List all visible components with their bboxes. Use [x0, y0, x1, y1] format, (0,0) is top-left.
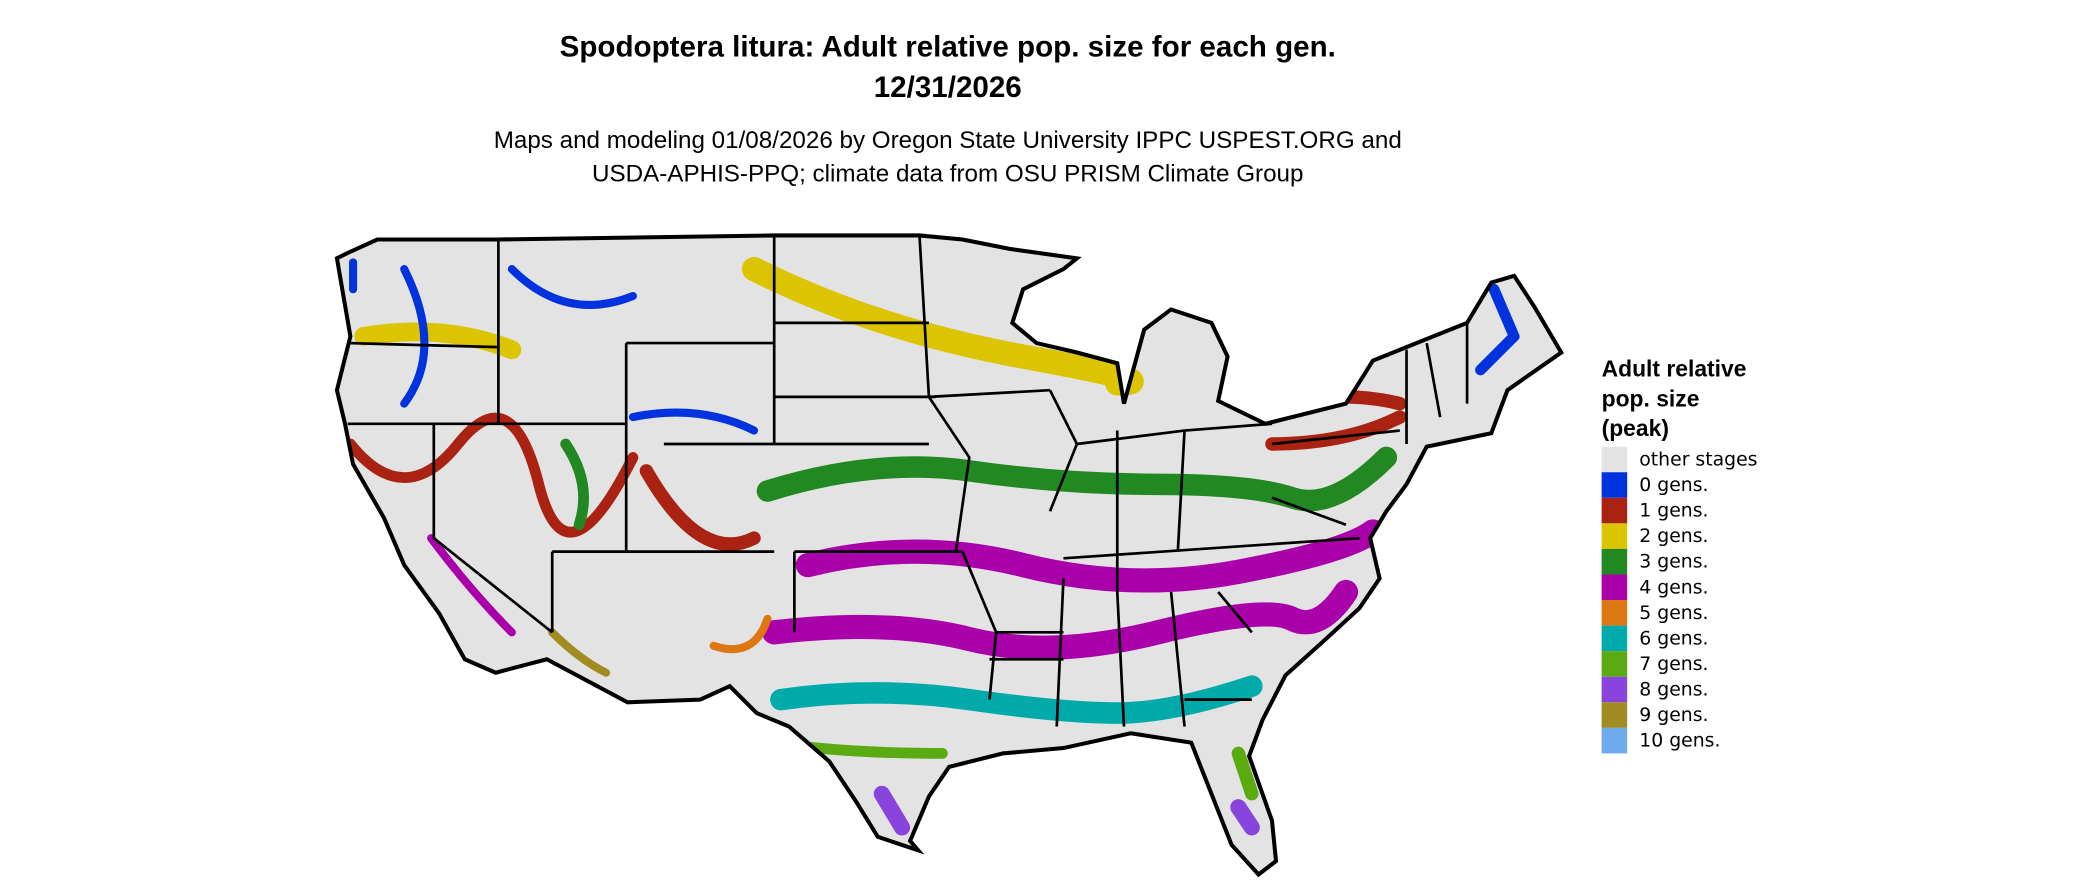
- legend-label: other stages: [1639, 450, 1757, 471]
- generation-zone: [1271, 390, 1407, 411]
- legend-swatch: [1601, 625, 1628, 652]
- legend-label: 9 gens.: [1639, 705, 1708, 726]
- map-subtitle-line1: Maps and modeling 01/08/2026 by Oregon S…: [494, 127, 1402, 154]
- legend-swatch: [1601, 548, 1628, 575]
- generation-zone: [770, 675, 1263, 724]
- legend-label: 0 gens.: [1639, 475, 1708, 496]
- generation-zone: [643, 353, 664, 394]
- state-border: [1425, 342, 1442, 418]
- legend-label: 10 gens.: [1639, 731, 1720, 752]
- map-title: Spodoptera litura: Adult relative pop. s…: [560, 31, 1336, 64]
- legend-swatch: [1601, 676, 1628, 703]
- legend-title-line2: pop. size: [1602, 385, 1700, 411]
- legend-label: 4 gens.: [1639, 577, 1708, 598]
- generation-zone: [1475, 283, 1520, 376]
- legend-swatch: [1601, 574, 1628, 601]
- state-border: [1055, 578, 1065, 727]
- legend-swatch: [1601, 651, 1628, 677]
- state-border: [1217, 591, 1253, 634]
- state-border: [1169, 591, 1186, 727]
- legend-label: 7 gens.: [1639, 654, 1708, 675]
- generation-zone: [873, 785, 911, 836]
- legend-title-line1: Adult relative: [1602, 356, 1747, 382]
- generation-zone: [560, 438, 589, 531]
- state-border: [927, 396, 971, 552]
- generation-zone: [548, 628, 611, 677]
- state-border: [1115, 591, 1126, 727]
- state-border: [1271, 496, 1347, 526]
- legend-swatch: [1601, 727, 1628, 754]
- legend-label: 2 gens.: [1639, 526, 1708, 547]
- legend-label: 5 gens.: [1639, 603, 1708, 624]
- legend-label: 6 gens.: [1639, 628, 1708, 649]
- generation-zone: [628, 408, 759, 435]
- state-border: [1176, 430, 1186, 552]
- state-border: [1271, 429, 1400, 446]
- generation-zone: [400, 265, 429, 408]
- state-borders: [347, 235, 1469, 727]
- legend-label: 8 gens.: [1639, 680, 1708, 701]
- legend-title-line3: (peak): [1602, 415, 1669, 441]
- generation-zone: [507, 265, 637, 309]
- state-border: [918, 235, 931, 397]
- legend-swatch: [1601, 702, 1628, 728]
- generation-zone: [696, 467, 718, 529]
- state-border: [961, 551, 998, 633]
- state-border: [1063, 536, 1360, 560]
- legend-label: 1 gens.: [1639, 501, 1708, 522]
- legend-swatch: [1601, 497, 1628, 524]
- generation-zone: [762, 579, 1359, 660]
- generation-zone: [639, 464, 761, 551]
- generation-zone: [1230, 799, 1260, 836]
- generation-zone: [427, 534, 516, 637]
- legend: Adult relative pop. size (peak) other st…: [1602, 356, 1758, 754]
- generation-zone: [709, 614, 772, 654]
- state-border: [988, 632, 998, 700]
- generation-zone: [354, 322, 522, 360]
- generation-zone: [756, 446, 1398, 512]
- legend-swatch: [1601, 446, 1628, 473]
- generation-zone: [1231, 746, 1259, 801]
- legend-swatch: [1601, 472, 1628, 498]
- state-border: [432, 423, 554, 634]
- state-border: [928, 388, 1051, 399]
- map-date: 12/31/2026: [874, 71, 1022, 104]
- legend-label: 3 gens.: [1639, 552, 1708, 573]
- state-border: [347, 341, 499, 349]
- legend-swatch: [1601, 523, 1628, 549]
- us-map: [334, 233, 1564, 878]
- us-outline: [334, 233, 1564, 878]
- map-subtitle-line2: USDA-APHIS-PPQ; climate data from OSU PR…: [592, 161, 1304, 188]
- legend-swatch: [1601, 600, 1628, 626]
